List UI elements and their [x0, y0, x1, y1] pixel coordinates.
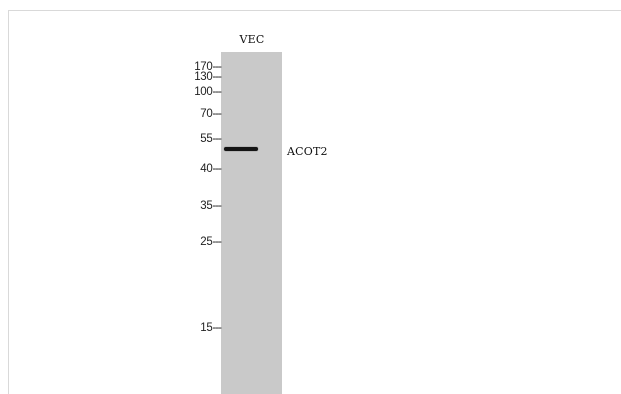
gel-lane [221, 52, 282, 394]
marker-value: 40 [200, 163, 213, 175]
marker-100: 100--- [194, 86, 222, 98]
band-label: ACOT2 [287, 145, 328, 158]
marker-value: 35 [200, 200, 213, 212]
marker-55: 55--- [200, 133, 222, 145]
marker-value: 70 [200, 108, 213, 120]
marker-40: 40--- [200, 163, 222, 175]
marker-dash: --- [212, 133, 222, 145]
marker-dash: --- [212, 108, 222, 120]
protein-band [224, 147, 258, 151]
marker-25: 25--- [200, 236, 222, 248]
marker-dash: --- [212, 322, 222, 334]
marker-dash: --- [212, 200, 222, 212]
marker-dash: --- [212, 86, 222, 98]
marker-dash: --- [212, 236, 222, 248]
marker-dash: --- [212, 71, 222, 83]
marker-value: 25 [200, 236, 213, 248]
marker-130: 130--- [194, 71, 222, 83]
marker-170: 170--- [194, 61, 222, 73]
frame-border-left [8, 10, 9, 394]
frame-border-top [8, 10, 621, 11]
marker-35: 35--- [200, 200, 222, 212]
marker-15: 15--- [200, 322, 222, 334]
marker-value: 100 [194, 86, 213, 98]
marker-value: 15 [200, 322, 213, 334]
marker-70: 70--- [200, 108, 222, 120]
marker-dash: --- [212, 61, 222, 73]
marker-dash: --- [212, 163, 222, 175]
marker-value: 130 [194, 71, 213, 83]
lane-label: VEC [239, 33, 265, 46]
marker-value: 170 [194, 61, 213, 73]
marker-value: 55 [200, 133, 213, 145]
